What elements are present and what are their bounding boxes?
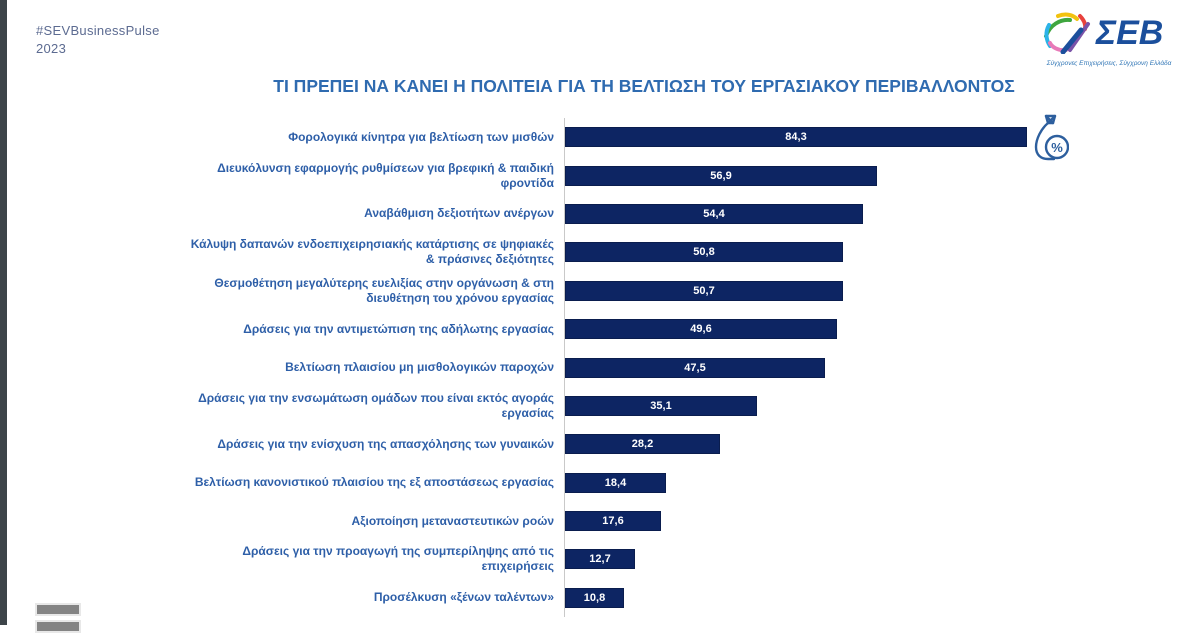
bar-value: 56,9 xyxy=(710,169,732,182)
svg-text:ΣΕΒ: ΣΕΒ xyxy=(1095,14,1163,52)
bar-area: 12,7 xyxy=(564,540,1176,579)
bar-value: 50,7 xyxy=(693,284,715,297)
bar-label: Αναβάθμιση δεξιοτήτων ανέργων xyxy=(364,206,554,221)
hashtag-block: #SEVBusinessPulse 2023 xyxy=(36,22,160,58)
bar-area: 35,1 xyxy=(564,386,1176,426)
bar: 28,2 xyxy=(565,434,720,455)
bar: 50,8 xyxy=(565,242,843,263)
bar: 12,7 xyxy=(565,549,635,570)
bar-area: 47,5 xyxy=(564,348,1176,387)
slide-thumbnail[interactable] xyxy=(35,620,81,633)
sev-logo-text: ΣΕΒ xyxy=(1094,12,1178,57)
bar-label: Δράσεις για την αντιμετώπιση της αδήλωτη… xyxy=(243,321,554,336)
bar-label: Βελτίωση κανονιστικού πλαισίου της εξ απ… xyxy=(194,475,554,490)
bar-value: 17,6 xyxy=(602,515,624,528)
chart-row: Φορολογικά κίνητρα για βελτίωση των μισθ… xyxy=(186,118,1176,157)
bar-label: Δράσεις για την προαγωγή της συμπερίληψη… xyxy=(242,544,554,574)
bar-area: 17,6 xyxy=(564,501,1176,541)
bar-area: 54,4 xyxy=(564,194,1176,234)
hashtag-text: #SEVBusinessPulse xyxy=(36,23,160,38)
left-edge-stripe xyxy=(0,0,7,625)
bar-label: Κάλυψη δαπανών ενδοεπιχειρησιακής κατάρτ… xyxy=(190,237,554,267)
bar-area: 10,8 xyxy=(564,578,1176,618)
bar-area: 84,3 xyxy=(564,118,1176,157)
bar-label: Αξιοποίηση μεταναστευτικών ροών xyxy=(351,513,554,528)
bar: 49,6 xyxy=(565,319,837,340)
chart-row: Προσέλκυση «ξένων ταλέντων» 10,8 xyxy=(186,578,1176,618)
bar-value: 50,8 xyxy=(693,246,715,259)
bar-value: 35,1 xyxy=(650,399,672,412)
bar-area: 56,9 xyxy=(564,156,1176,195)
chart-row: Αναβάθμιση δεξιοτήτων ανέργων 54,4 xyxy=(186,194,1176,234)
bar: 47,5 xyxy=(565,357,825,378)
chart-row: Αξιοποίηση μεταναστευτικών ροών 17,6 xyxy=(186,501,1176,541)
page-title: ΤΙ ΠΡΕΠΕΙ ΝΑ ΚΑΝΕΙ Η ΠΟΛΙΤΕΙΑ ΓΙΑ ΤΗ ΒΕΛ… xyxy=(273,76,1015,96)
chart-row: Διευκόλυνση εφαρμογής ρυθμίσεων για βρεφ… xyxy=(186,156,1176,195)
bar-area: 28,2 xyxy=(564,425,1176,464)
bar: 54,4 xyxy=(565,203,863,224)
bar-area: 50,7 xyxy=(564,271,1176,310)
bar-label: Φορολογικά κίνητρα για βελτίωση των μισθ… xyxy=(288,129,554,144)
bar-area: 50,8 xyxy=(564,233,1176,272)
sev-logo-row: ΣΕΒ xyxy=(1036,10,1182,59)
bar-area: 49,6 xyxy=(564,309,1176,349)
svg-text:%: % xyxy=(1051,140,1063,155)
slide-thumbnail[interactable] xyxy=(35,603,81,616)
bar: 56,9 xyxy=(565,165,877,186)
bar: 84,3 xyxy=(565,127,1027,148)
chart-row: Δράσεις για την ενίσχυση της απασχόλησης… xyxy=(186,425,1176,464)
bar-label: Δράσεις για την ενίσχυση της απασχόλησης… xyxy=(217,436,554,451)
bar-value: 54,4 xyxy=(703,207,725,220)
money-bag-percent-icon: % xyxy=(1033,114,1070,167)
bar: 18,4 xyxy=(565,472,666,493)
bar: 17,6 xyxy=(565,511,661,532)
bar-value: 84,3 xyxy=(785,131,807,144)
sev-logo: ΣΕΒ Σύγχρονες Επιχειρήσεις, Σύγχρονη Ελλ… xyxy=(1036,10,1182,67)
bar: 50,7 xyxy=(565,280,843,301)
bar-value: 49,6 xyxy=(690,323,712,336)
bar-label: Προσέλκυση «ξένων ταλέντων» xyxy=(373,590,554,605)
bar-value: 18,4 xyxy=(604,476,627,489)
bar-value: 10,8 xyxy=(583,591,606,604)
bar-label: Βελτίωση πλαισίου μη μισθολογικών παροχώ… xyxy=(285,360,554,375)
bar-label: Θεσμοθέτηση μεγαλύτερης ευελιξίας στην ο… xyxy=(214,275,554,305)
chart-row: Δράσεις για την προαγωγή της συμπερίληψη… xyxy=(186,540,1176,579)
bar: 10,8 xyxy=(565,587,624,608)
bar-area: 18,4 xyxy=(564,463,1176,502)
bar-label: Δράσεις για την ενσωμάτωση ομάδων που εί… xyxy=(198,390,554,420)
bar-chart: Φορολογικά κίνητρα για βελτίωση των μισθ… xyxy=(186,118,1176,618)
bar-label: Διευκόλυνση εφαρμογής ρυθμίσεων για βρεφ… xyxy=(217,160,554,190)
chart-row: Δράσεις για την αντιμετώπιση της αδήλωτη… xyxy=(186,309,1176,349)
bar-value: 28,2 xyxy=(631,438,654,451)
chart-rows: Φορολογικά κίνητρα για βελτίωση των μισθ… xyxy=(186,118,1176,618)
chart-row: Δράσεις για την ενσωμάτωση ομάδων που εί… xyxy=(186,386,1176,426)
chart-row: Κάλυψη δαπανών ενδοεπιχειρησιακής κατάρτ… xyxy=(186,233,1176,272)
sev-logo-tagline: Σύγχρονες Επιχειρήσεις, Σύγχρονη Ελλάδα xyxy=(1046,60,1172,67)
hashtag-year: 2023 xyxy=(36,41,67,56)
bar-value: 47,5 xyxy=(684,361,706,374)
chart-row: Θεσμοθέτηση μεγαλύτερης ευελιξίας στην ο… xyxy=(186,271,1176,310)
chart-row: Βελτίωση κανονιστικού πλαισίου της εξ απ… xyxy=(186,463,1176,502)
bar: 35,1 xyxy=(565,395,757,416)
chart-row: Βελτίωση πλαισίου μη μισθολογικών παροχώ… xyxy=(186,348,1176,387)
bar-value: 12,7 xyxy=(589,553,611,566)
sev-swirl-icon xyxy=(1040,10,1092,59)
